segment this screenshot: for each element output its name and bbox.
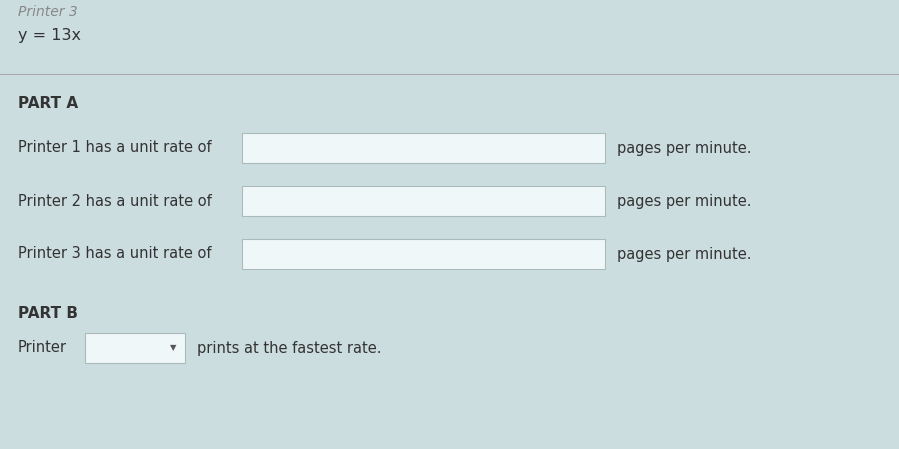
FancyBboxPatch shape — [85, 333, 185, 363]
Text: PART B: PART B — [18, 306, 78, 321]
Text: Printer 1 has a unit rate of: Printer 1 has a unit rate of — [18, 141, 211, 155]
Text: Printer 2 has a unit rate of: Printer 2 has a unit rate of — [18, 194, 212, 208]
Text: pages per minute.: pages per minute. — [617, 247, 752, 261]
FancyBboxPatch shape — [242, 239, 605, 269]
Text: PART A: PART A — [18, 96, 78, 111]
FancyBboxPatch shape — [242, 133, 605, 163]
Text: Printer: Printer — [18, 340, 67, 356]
Text: Printer 3 has a unit rate of: Printer 3 has a unit rate of — [18, 247, 211, 261]
Text: Printer 3: Printer 3 — [18, 5, 77, 19]
Text: pages per minute.: pages per minute. — [617, 141, 752, 155]
Text: prints at the fastest rate.: prints at the fastest rate. — [197, 340, 381, 356]
Text: y = 13x: y = 13x — [18, 28, 81, 43]
FancyBboxPatch shape — [242, 186, 605, 216]
Text: pages per minute.: pages per minute. — [617, 194, 752, 208]
Text: ▼: ▼ — [170, 343, 176, 352]
